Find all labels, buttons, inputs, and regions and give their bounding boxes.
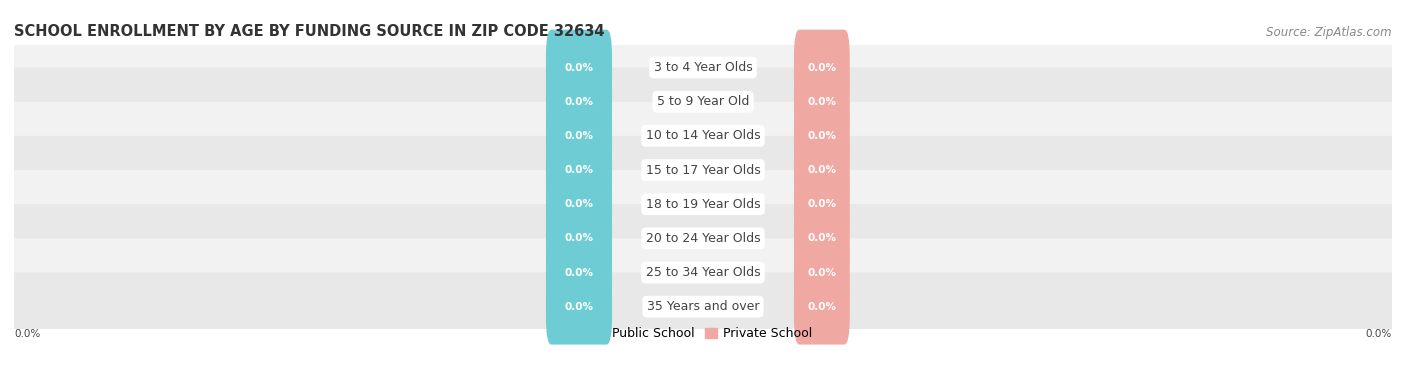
Text: 0.0%: 0.0% bbox=[564, 63, 593, 73]
FancyBboxPatch shape bbox=[546, 29, 612, 105]
FancyBboxPatch shape bbox=[546, 132, 612, 208]
FancyBboxPatch shape bbox=[794, 132, 849, 208]
FancyBboxPatch shape bbox=[794, 29, 849, 105]
FancyBboxPatch shape bbox=[794, 98, 849, 174]
Legend: Public School, Private School: Public School, Private School bbox=[588, 322, 818, 345]
Text: 10 to 14 Year Olds: 10 to 14 Year Olds bbox=[645, 129, 761, 143]
Text: SCHOOL ENROLLMENT BY AGE BY FUNDING SOURCE IN ZIP CODE 32634: SCHOOL ENROLLMENT BY AGE BY FUNDING SOUR… bbox=[14, 23, 605, 39]
FancyBboxPatch shape bbox=[11, 239, 1395, 307]
Text: 0.0%: 0.0% bbox=[564, 233, 593, 243]
FancyBboxPatch shape bbox=[794, 200, 849, 276]
Text: 5 to 9 Year Old: 5 to 9 Year Old bbox=[657, 95, 749, 108]
Text: 25 to 34 Year Olds: 25 to 34 Year Olds bbox=[645, 266, 761, 279]
FancyBboxPatch shape bbox=[794, 166, 849, 242]
Text: 18 to 19 Year Olds: 18 to 19 Year Olds bbox=[645, 198, 761, 211]
FancyBboxPatch shape bbox=[11, 136, 1395, 204]
FancyBboxPatch shape bbox=[794, 64, 849, 139]
FancyBboxPatch shape bbox=[11, 170, 1395, 239]
Text: 0.0%: 0.0% bbox=[14, 329, 41, 339]
FancyBboxPatch shape bbox=[546, 166, 612, 242]
Text: 0.0%: 0.0% bbox=[564, 165, 593, 175]
FancyBboxPatch shape bbox=[546, 98, 612, 174]
Text: 20 to 24 Year Olds: 20 to 24 Year Olds bbox=[645, 232, 761, 245]
FancyBboxPatch shape bbox=[546, 235, 612, 310]
FancyBboxPatch shape bbox=[11, 68, 1395, 136]
FancyBboxPatch shape bbox=[11, 204, 1395, 273]
Text: 0.0%: 0.0% bbox=[564, 302, 593, 311]
Text: 0.0%: 0.0% bbox=[807, 97, 837, 107]
Text: 0.0%: 0.0% bbox=[564, 199, 593, 209]
Text: 0.0%: 0.0% bbox=[564, 131, 593, 141]
Text: 3 to 4 Year Olds: 3 to 4 Year Olds bbox=[654, 61, 752, 74]
FancyBboxPatch shape bbox=[546, 64, 612, 139]
FancyBboxPatch shape bbox=[794, 235, 849, 310]
FancyBboxPatch shape bbox=[11, 102, 1395, 170]
Text: 35 Years and over: 35 Years and over bbox=[647, 300, 759, 313]
Text: Source: ZipAtlas.com: Source: ZipAtlas.com bbox=[1267, 26, 1392, 39]
Text: 0.0%: 0.0% bbox=[807, 165, 837, 175]
Text: 0.0%: 0.0% bbox=[564, 97, 593, 107]
Text: 0.0%: 0.0% bbox=[807, 199, 837, 209]
Text: 0.0%: 0.0% bbox=[807, 302, 837, 311]
FancyBboxPatch shape bbox=[11, 273, 1395, 341]
Text: 0.0%: 0.0% bbox=[807, 63, 837, 73]
Text: 15 to 17 Year Olds: 15 to 17 Year Olds bbox=[645, 164, 761, 177]
Text: 0.0%: 0.0% bbox=[807, 268, 837, 277]
FancyBboxPatch shape bbox=[11, 33, 1395, 102]
Text: 0.0%: 0.0% bbox=[807, 131, 837, 141]
FancyBboxPatch shape bbox=[546, 269, 612, 345]
Text: 0.0%: 0.0% bbox=[564, 268, 593, 277]
FancyBboxPatch shape bbox=[794, 269, 849, 345]
Text: 0.0%: 0.0% bbox=[1365, 329, 1392, 339]
FancyBboxPatch shape bbox=[546, 200, 612, 276]
Text: 0.0%: 0.0% bbox=[807, 233, 837, 243]
